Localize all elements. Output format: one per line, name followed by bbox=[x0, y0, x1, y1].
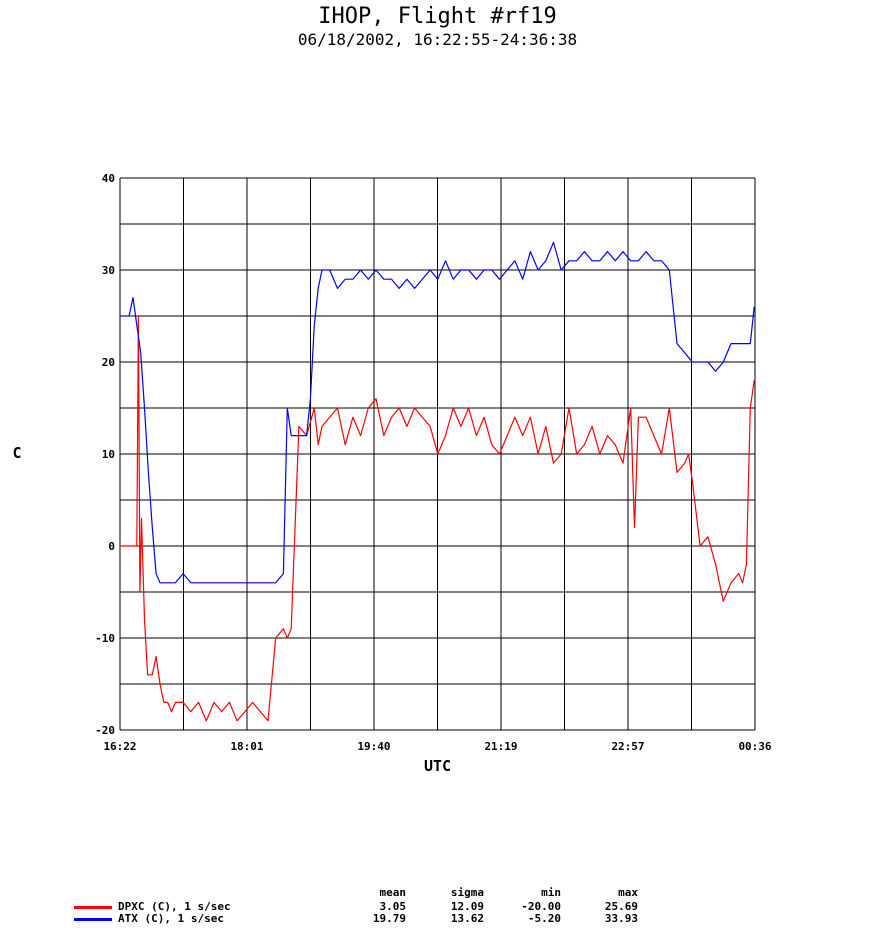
y-axis-label: C bbox=[12, 444, 21, 462]
series-line-atx bbox=[119, 241, 755, 584]
stats-header-sigma: sigma bbox=[450, 886, 484, 899]
dpxc-min: -20.00 bbox=[521, 900, 561, 913]
y-tick-label: 10 bbox=[102, 448, 115, 461]
legend-label-atx: ATX (C), 1 s/sec bbox=[118, 912, 224, 925]
x-axis-label: UTC bbox=[424, 757, 451, 775]
stats-header-min: min bbox=[541, 886, 561, 899]
x-tick-label: 19:40 bbox=[357, 740, 390, 753]
legend-swatch-dpxc bbox=[74, 906, 112, 909]
y-tick-label: -20 bbox=[95, 724, 115, 737]
atx-mean: 19.79 bbox=[372, 912, 406, 925]
x-tick-label: 21:19 bbox=[484, 740, 517, 753]
atx-min: -5.20 bbox=[527, 912, 561, 925]
x-tick-label: 16:22 bbox=[103, 740, 136, 753]
chart-title: IHOP, Flight #rf19 bbox=[318, 4, 557, 29]
x-tick-label: 00:36 bbox=[738, 740, 771, 753]
y-tick-label: 20 bbox=[102, 356, 115, 369]
stats-row-atx: ATX (C), 1 s/sec 19.79 13.62 -5.20 33.93 bbox=[0, 912, 875, 926]
atx-sigma: 13.62 bbox=[450, 912, 484, 925]
stats-header-max: max bbox=[618, 886, 638, 899]
stats-header: mean sigma min max bbox=[0, 886, 875, 900]
x-tick-label: 18:01 bbox=[230, 740, 263, 753]
y-tick-label: 30 bbox=[102, 264, 115, 277]
dpxc-sigma: 12.09 bbox=[450, 900, 484, 913]
dpxc-max: 25.69 bbox=[604, 900, 638, 913]
stats-header-mean: mean bbox=[379, 886, 407, 899]
dpxc-mean: 3.05 bbox=[379, 900, 407, 913]
atx-max: 33.93 bbox=[604, 912, 638, 925]
chart-subtitle: 06/18/2002, 16:22:55-24:36:38 bbox=[297, 30, 578, 49]
x-tick-label: 22:57 bbox=[611, 740, 644, 753]
stats-row-dpxc: DPXC (C), 1 s/sec 3.05 12.09 -20.00 25.6… bbox=[0, 900, 875, 914]
legend-swatch-atx bbox=[74, 918, 112, 921]
y-tick-label: -10 bbox=[95, 632, 115, 645]
y-tick-label: 40 bbox=[102, 172, 115, 185]
series-line-dpxc bbox=[119, 315, 755, 722]
y-tick-label: 0 bbox=[108, 540, 115, 553]
legend-label-dpxc: DPXC (C), 1 s/sec bbox=[118, 900, 231, 913]
